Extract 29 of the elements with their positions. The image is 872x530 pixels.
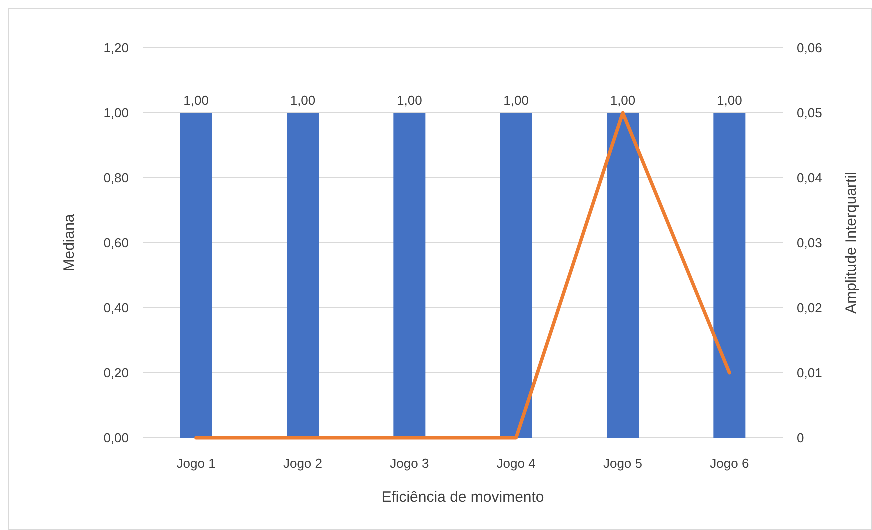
y2-tick-label: 0 bbox=[797, 430, 804, 446]
x-tick-label: Jogo 6 bbox=[710, 456, 750, 471]
y2-tick-label: 0,05 bbox=[797, 106, 822, 121]
y2-axis-title: Amplitude Interquartil bbox=[843, 172, 860, 314]
x-tick-label: Jogo 4 bbox=[496, 456, 536, 471]
data-label: 1,00 bbox=[184, 93, 209, 108]
x-tick-label: Jogo 3 bbox=[390, 456, 430, 471]
data-label: 1,00 bbox=[290, 93, 316, 108]
data-label: 1,00 bbox=[717, 93, 742, 108]
x-tick-label: Jogo 2 bbox=[283, 456, 323, 471]
data-label: 1,00 bbox=[397, 93, 422, 108]
y2-tick-label: 0,04 bbox=[797, 170, 822, 186]
y2-tick-label: 0,03 bbox=[797, 236, 822, 251]
x-axis-title: Eficiência de movimento bbox=[382, 489, 544, 506]
x-tick-label: Jogo 5 bbox=[603, 456, 643, 471]
y-axis-title: Mediana bbox=[61, 214, 78, 272]
y-tick-label: 0,00 bbox=[104, 430, 129, 446]
y2-tick-label: 0,01 bbox=[797, 366, 822, 381]
y-tick-label: 0,40 bbox=[104, 300, 129, 316]
data-label: 1,00 bbox=[504, 93, 529, 108]
y-tick-label: 0,80 bbox=[104, 170, 129, 186]
y-tick-label: 0,20 bbox=[104, 366, 129, 381]
y2-tick-label: 0,06 bbox=[797, 40, 822, 56]
y2-tick-label: 0,02 bbox=[797, 300, 822, 316]
data-label: 1,00 bbox=[610, 93, 636, 108]
y-tick-label: 1,20 bbox=[104, 40, 129, 56]
x-tick-label: Jogo 1 bbox=[176, 456, 216, 471]
y-tick-label: 1,00 bbox=[104, 106, 129, 121]
y-tick-label: 0,60 bbox=[104, 236, 129, 251]
